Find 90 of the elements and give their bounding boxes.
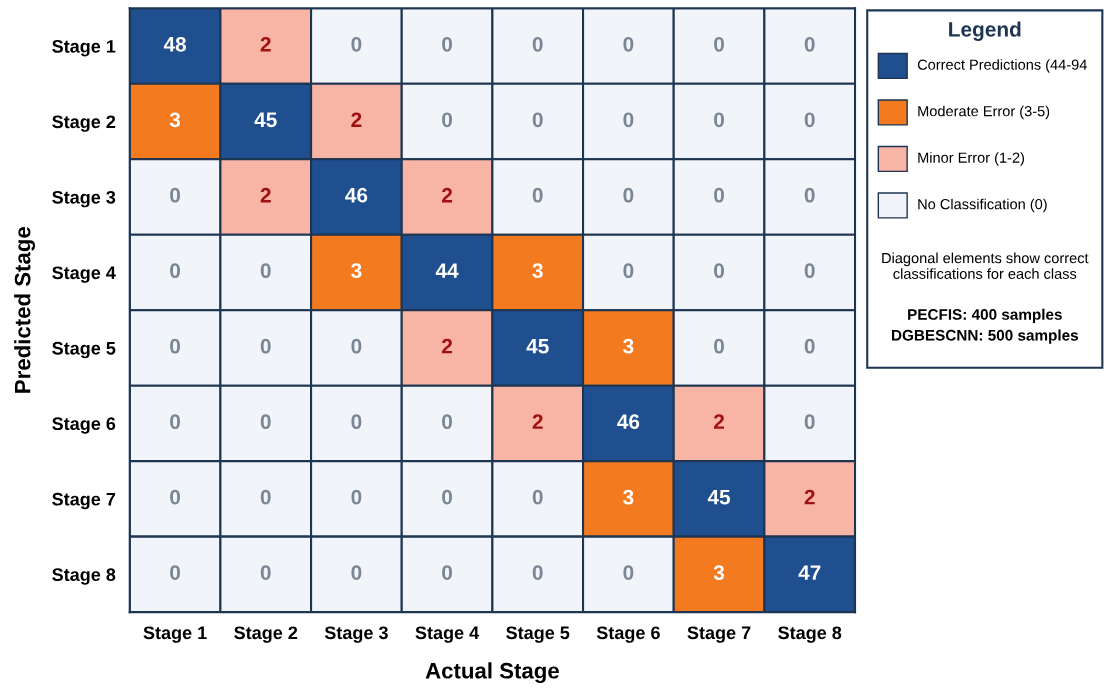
data-label: 0 (351, 565, 362, 580)
data-label: 0 (804, 338, 815, 354)
data-label: 3 (713, 565, 725, 580)
data-label: 0 (170, 414, 181, 430)
x-tick-label: Stage 1 (143, 626, 207, 643)
x-axis-title: Actual Stage (425, 662, 559, 684)
x-tick-label: Stage 5 (506, 626, 570, 643)
data-label: 0 (260, 489, 271, 505)
y-tick-label: Stage 1 (52, 39, 116, 57)
y-tick-label: Stage 8 (52, 568, 116, 585)
data-label: 0 (532, 36, 543, 52)
data-label: 0 (532, 565, 543, 580)
data-label: 3 (623, 489, 634, 505)
legend-title: Legend (949, 21, 1021, 41)
x-tick-label: Stage 6 (596, 626, 660, 643)
data-label: 0 (260, 414, 271, 430)
y-axis-title: Predicted Stage (14, 226, 35, 393)
data-label: 0 (623, 36, 634, 52)
text: DGBESCNN: 500 samples (891, 329, 1078, 344)
data-label: 0 (804, 414, 815, 430)
data-label: 0 (442, 112, 453, 128)
data-label: 3 (351, 263, 362, 279)
data-label: 0 (623, 112, 634, 128)
data-label: 0 (714, 338, 724, 354)
data-label: 0 (532, 112, 543, 128)
x-tick-label: Stage 7 (687, 626, 751, 643)
data-label: 45 (707, 489, 731, 505)
data-label: 2 (804, 489, 815, 505)
data-label: 0 (442, 565, 453, 580)
data-label: 0 (351, 414, 362, 430)
data-label: 0 (804, 187, 815, 203)
data-label: 48 (163, 36, 187, 52)
data-label: 45 (526, 339, 549, 354)
data-label: 0 (170, 565, 181, 580)
data-label: 0 (442, 36, 453, 52)
data-label: 45 (254, 112, 277, 128)
data-label: 2 (532, 414, 543, 429)
y-tick-label: Stage 7 (52, 492, 116, 510)
data-label: 0 (351, 338, 362, 354)
x-tick-label: Stage 8 (778, 626, 842, 643)
data-label: 2 (713, 414, 725, 429)
text: PECFIS: 400 samples (908, 308, 1062, 323)
data-label: 0 (804, 112, 815, 128)
data-label: 2 (260, 187, 271, 203)
data-label: 0 (170, 263, 181, 279)
data-label: 0 (442, 489, 453, 505)
data-label: 3 (532, 263, 543, 279)
data-label: 0 (351, 489, 362, 505)
data-label: 0 (532, 187, 543, 203)
data-label: 0 (804, 36, 815, 52)
data-label: 2 (260, 36, 271, 52)
data-label: 46 (345, 187, 368, 203)
data-label: 0 (804, 263, 815, 279)
data-label: 3 (623, 338, 634, 354)
data-label: 0 (623, 565, 634, 580)
data-label: 46 (617, 414, 640, 430)
data-label: 0 (260, 338, 271, 354)
data-label: 0 (714, 112, 724, 128)
data-label: 0 (442, 414, 453, 430)
data-label: 2 (351, 112, 362, 127)
data-label: 0 (714, 263, 724, 279)
data-label: 0 (170, 187, 181, 203)
data-label: 0 (260, 263, 271, 279)
data-label: 0 (623, 187, 634, 203)
text: Minor Error (1-2) (918, 152, 1024, 166)
data-label: 0 (714, 36, 724, 52)
y-tick-label: Stage 2 (52, 115, 116, 132)
data-label: 0 (260, 565, 271, 580)
data-label: 2 (442, 187, 453, 203)
text: Moderate Error (3-5) (918, 105, 1050, 120)
data-label: 0 (532, 489, 543, 505)
data-label: 2 (442, 338, 453, 354)
text: Correct Predictions (44-94 (917, 59, 1087, 73)
y-tick-label: Stage 3 (52, 190, 116, 208)
x-tick-label: Stage 4 (415, 626, 480, 643)
data-label: 0 (351, 36, 362, 52)
data-label: 0 (714, 187, 724, 203)
data-label: 47 (798, 565, 821, 580)
y-tick-label: Stage 6 (52, 417, 116, 434)
x-tick-label: Stage 3 (324, 626, 388, 643)
data-label: 0 (170, 489, 181, 505)
data-label: 0 (170, 338, 181, 354)
y-tick-label: Stage 5 (52, 341, 116, 359)
data-label: 0 (623, 263, 634, 279)
text: No Classification (0) (918, 198, 1047, 213)
data-label: 3 (169, 112, 181, 128)
data-label: 44 (435, 263, 459, 278)
x-tick-label: Stage 2 (234, 626, 298, 643)
text: Diagonal elements show correct classifications for each class (882, 252, 1089, 279)
y-tick-label: Stage 4 (52, 266, 116, 283)
